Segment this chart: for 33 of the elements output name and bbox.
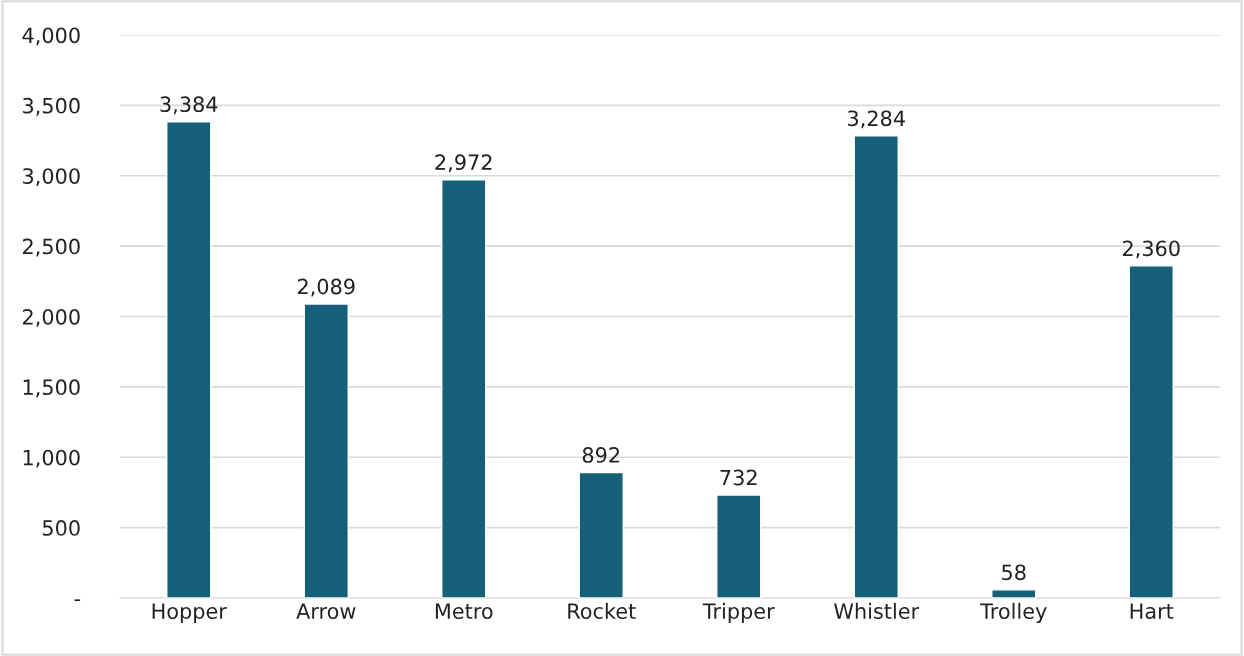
bar (441, 178, 487, 598)
bar (853, 135, 899, 598)
x-tick-label: Rocket (568, 602, 636, 619)
bar (166, 121, 212, 598)
x-tick-label: Hopper (152, 603, 227, 624)
data-label: 2,360 (1122, 240, 1180, 259)
bar (578, 471, 624, 598)
y-tick-label: 3,500 (23, 97, 80, 116)
y-tick-label: 3,000 (23, 168, 80, 187)
data-label: 2,972 (435, 154, 492, 173)
x-tick-label: Trolley (980, 602, 1047, 624)
data-label: 732 (720, 469, 757, 486)
x-tick-label: Hart (1130, 603, 1174, 619)
bar (991, 589, 1037, 598)
data-label: 892 (582, 447, 620, 463)
y-tick-label: - (74, 599, 81, 602)
x-tick-label: Tripper (702, 602, 775, 624)
bar (303, 303, 349, 598)
x-tick-label: Whistler (834, 602, 920, 619)
data-label: 2,089 (297, 278, 355, 297)
data-label: 58 (1002, 564, 1026, 581)
data-label: 3,384 (160, 96, 218, 115)
x-tick-label: Arrow (296, 603, 356, 619)
y-tick-label: 1,500 (23, 379, 80, 398)
bar (716, 494, 762, 598)
y-tick-label: 4,000 (22, 27, 80, 46)
y-tick-label: 1,000 (23, 449, 80, 468)
bar (1128, 265, 1174, 598)
y-tick-label: 2,000 (23, 308, 80, 327)
y-tick-label: 500 (42, 520, 80, 536)
data-label: 3,284 (848, 110, 905, 129)
y-tick-label: 2,500 (23, 238, 80, 257)
x-tick-label: Metro (435, 603, 493, 619)
